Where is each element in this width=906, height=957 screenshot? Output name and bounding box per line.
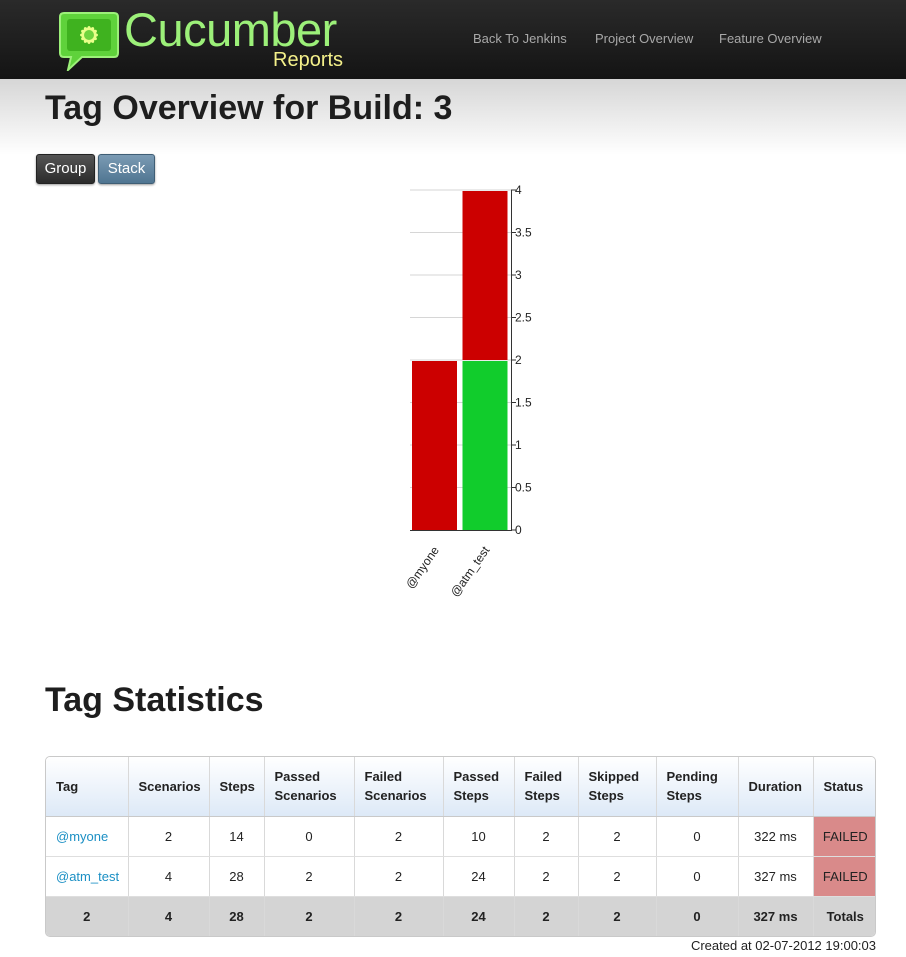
- y-tick-label: 3: [515, 268, 522, 282]
- table-row: @atm_test 4 28 2 2 24 2 2 0 327 ms FAILE…: [46, 856, 875, 897]
- cell-passed-scenarios: 2: [264, 856, 355, 897]
- cell-pending-steps: 0: [656, 856, 739, 897]
- cell-passed-scenarios: 0: [264, 816, 355, 857]
- page-title: Tag Overview for Build: 3: [45, 89, 453, 127]
- cell-skipped-steps: 2: [578, 816, 657, 857]
- y-tick-label: 1.5: [515, 396, 532, 410]
- col-header-skipped-steps[interactable]: Skipped Steps: [578, 757, 657, 817]
- cell-pending-steps: 0: [656, 816, 739, 857]
- logo-title: Cucumber: [124, 3, 337, 56]
- top-navbar: Cucumber Reports Back To Jenkins Project…: [0, 0, 906, 79]
- y-tick-label: 2: [515, 353, 522, 367]
- total-pending-steps: 0: [656, 896, 739, 936]
- tag-chart: 0 0.5 1 1.5 2 2.5 3 3.5 4 @myone @atm_test: [403, 183, 532, 599]
- col-header-passed-scenarios[interactable]: Passed Scenarios: [264, 757, 355, 817]
- col-header-passed-steps[interactable]: Passed Steps: [443, 757, 515, 817]
- logo-subtitle: Reports: [273, 49, 344, 71]
- table-header-row: Tag Scenarios Steps Passed Scenarios Fai…: [46, 757, 875, 817]
- bar-segment: [462, 361, 508, 530]
- cell-duration: 322 ms: [738, 816, 814, 857]
- col-header-duration[interactable]: Duration: [738, 757, 814, 817]
- cell-failed-steps: 2: [514, 816, 579, 857]
- cell-skipped-steps: 2: [578, 856, 657, 897]
- stats-table-container: Tag Scenarios Steps Passed Scenarios Fai…: [45, 756, 876, 937]
- bar-segment: [412, 361, 457, 530]
- total-passed-scenarios: 2: [264, 896, 355, 936]
- group-button[interactable]: Group: [36, 154, 95, 184]
- bar-segment: [462, 191, 508, 360]
- cucumber-logo-icon: [59, 12, 119, 71]
- col-header-failed-scenarios[interactable]: Failed Scenarios: [354, 757, 444, 817]
- total-steps: 28: [209, 896, 265, 936]
- totals-label: Totals: [813, 896, 875, 936]
- status-badge: FAILED: [813, 816, 875, 857]
- cell-scenarios: 2: [128, 816, 210, 857]
- total-skipped-steps: 2: [578, 896, 657, 936]
- col-header-scenarios[interactable]: Scenarios: [128, 757, 210, 817]
- nav-back-to-jenkins[interactable]: Back To Jenkins: [473, 31, 567, 46]
- y-tick-label: 2.5: [515, 311, 532, 325]
- col-header-steps[interactable]: Steps: [209, 757, 265, 817]
- x-tick-label: @atm_test: [448, 543, 493, 599]
- cell-failed-steps: 2: [514, 856, 579, 897]
- page-header-band: [0, 79, 906, 155]
- total-duration: 327 ms: [738, 896, 814, 936]
- y-tick-label: 3.5: [515, 226, 532, 240]
- col-header-tag[interactable]: Tag: [46, 757, 129, 817]
- y-tick-label: 4: [515, 183, 522, 197]
- cell-failed-scenarios: 2: [354, 856, 444, 897]
- created-timestamp: Created at 02-07-2012 19:00:03: [690, 938, 876, 953]
- col-header-status[interactable]: Status: [813, 757, 875, 817]
- col-header-failed-steps[interactable]: Failed Steps: [514, 757, 579, 817]
- cell-steps: 14: [209, 816, 265, 857]
- stack-button[interactable]: Stack: [98, 154, 155, 184]
- cell-steps: 28: [209, 856, 265, 897]
- cell-failed-scenarios: 2: [354, 816, 444, 857]
- y-tick-label: 1: [515, 438, 522, 452]
- totals-row: 2 4 28 2 2 24 2 2 0 327 ms Totals: [46, 896, 875, 936]
- total-scenarios: 4: [128, 896, 210, 936]
- nav-feature-overview[interactable]: Feature Overview: [719, 31, 822, 46]
- tag-statistics-table: Tag Scenarios Steps Passed Scenarios Fai…: [46, 757, 875, 936]
- cell-scenarios: 4: [128, 856, 210, 897]
- total-tags: 2: [46, 896, 129, 936]
- y-tick-label: 0.5: [515, 481, 532, 495]
- table-row: @myone 2 14 0 2 10 2 2 0 322 ms FAILED: [46, 816, 875, 857]
- total-passed-steps: 24: [443, 896, 515, 936]
- col-header-pending-steps[interactable]: Pending Steps: [656, 757, 739, 817]
- total-failed-scenarios: 2: [354, 896, 444, 936]
- cell-duration: 327 ms: [738, 856, 814, 897]
- total-failed-steps: 2: [514, 896, 579, 936]
- x-tick-label: @myone: [403, 543, 442, 591]
- y-tick-label: 0: [515, 523, 522, 537]
- stats-title: Tag Statistics: [45, 681, 264, 719]
- cell-passed-steps: 10: [443, 816, 515, 857]
- status-badge: FAILED: [813, 856, 875, 897]
- cell-passed-steps: 24: [443, 856, 515, 897]
- nav-project-overview[interactable]: Project Overview: [595, 31, 694, 46]
- tag-link[interactable]: @atm_test: [46, 856, 129, 897]
- tag-link[interactable]: @myone: [46, 816, 129, 857]
